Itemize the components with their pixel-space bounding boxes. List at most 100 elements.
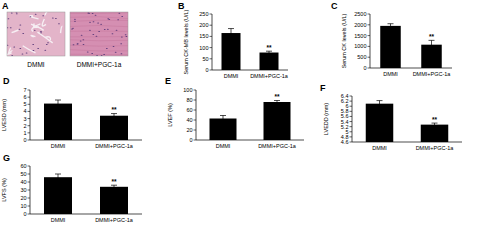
plot-area: [366, 101, 449, 142]
y-tick-label: 100: [199, 45, 208, 51]
nucleus: [95, 15, 97, 16]
error-line: [231, 29, 232, 38]
nucleus: [81, 35, 83, 36]
y-tick-label: 0: [23, 137, 26, 143]
nucleus: [46, 44, 48, 45]
nucleus: [34, 30, 36, 31]
y-tick-label: 500: [357, 54, 366, 60]
nucleus: [120, 43, 122, 44]
x-tick-label: DMMI: [216, 143, 231, 149]
y-axis: [30, 90, 31, 140]
fiber-line: [70, 12, 128, 14]
error-bar: [377, 101, 383, 107]
fiber-line: [70, 36, 128, 37]
error-cap: [388, 23, 394, 24]
y-tick-label: 4: [23, 108, 26, 114]
x-axis: [352, 142, 462, 143]
error-cap: [429, 40, 435, 41]
tissue-bg: [7, 12, 65, 56]
y-tick: [28, 90, 31, 91]
nucleus: [26, 52, 28, 53]
y-tick-label: 40: [20, 179, 26, 185]
y-tick: [350, 116, 353, 117]
nucleus: [58, 23, 60, 24]
histology-image: [70, 12, 128, 56]
nucleus: [35, 14, 37, 15]
image-label: DMMI: [27, 61, 45, 68]
fiber-line: [70, 54, 128, 56]
x-axis: [212, 70, 288, 71]
bar: [44, 177, 72, 214]
y-tick-label: 50: [202, 56, 208, 62]
nucleus: [126, 36, 128, 37]
fiber-gap: [42, 19, 46, 26]
fiber-line: [70, 39, 128, 41]
y-tick: [350, 121, 353, 122]
y-axis-label: Serum CK levels (U/L): [341, 13, 347, 68]
nucleus: [98, 31, 100, 32]
y-tick: [194, 120, 197, 121]
error-cap: [274, 100, 280, 101]
error-line: [223, 116, 224, 122]
plot-area: [380, 24, 442, 68]
y-tick: [350, 111, 353, 112]
x-tick-label: DMMI+PGC-1a: [416, 145, 455, 151]
y-tick: [28, 214, 31, 215]
nucleus: [108, 19, 110, 20]
y-tick: [28, 97, 31, 98]
error-line: [58, 100, 59, 107]
nucleus: [89, 22, 91, 23]
y-tick: [194, 90, 197, 91]
y-tick-label: 6.2: [341, 98, 349, 104]
y-tick: [350, 142, 353, 143]
fiber-line: [70, 45, 128, 47]
nucleus: [10, 27, 12, 28]
y-tick-label: 100: [183, 87, 192, 93]
bar: [100, 187, 128, 214]
significance-label: **: [432, 116, 438, 123]
y-tick: [28, 118, 31, 119]
x-tick-label: DMMI+PGC-1a: [95, 217, 134, 223]
y-tick: [28, 166, 31, 167]
nucleus: [8, 18, 10, 19]
bar: [366, 104, 394, 142]
fiber-gap: [61, 26, 63, 33]
nucleus: [87, 51, 89, 52]
y-axis: [352, 96, 353, 142]
y-axis-label: LVESD (mm): [1, 99, 7, 131]
nucleus: [115, 52, 117, 53]
x-tick-label: DMMI+PGC-1a: [258, 143, 297, 149]
y-tick: [194, 110, 197, 111]
y-tick: [210, 47, 213, 48]
y-axis: [212, 14, 213, 70]
y-tick-label: 0: [205, 67, 208, 73]
y-tick: [350, 136, 353, 137]
x-axis: [30, 140, 142, 141]
y-tick-label: 5.4: [341, 119, 349, 125]
x-tick-label: DMMI: [51, 143, 66, 149]
nucleus: [76, 44, 78, 45]
nucleus: [71, 29, 73, 30]
bar: [421, 125, 449, 142]
error-bar: [228, 29, 234, 38]
panel-letter: D: [3, 76, 10, 86]
panel-letter: B: [178, 1, 185, 11]
x-tick-label: DMMI: [383, 71, 398, 77]
nucleus: [13, 46, 15, 47]
significance-label: **: [111, 106, 117, 113]
y-tick-label: 150: [199, 33, 208, 39]
nucleus: [47, 42, 49, 43]
x-axis: [30, 214, 142, 215]
y-axis-label: LVEF (%): [167, 103, 173, 127]
y-tick: [28, 125, 31, 126]
bar: [222, 33, 241, 70]
y-tick: [28, 111, 31, 112]
y-tick-label: 30: [20, 187, 26, 193]
fiber-line: [70, 26, 128, 27]
nucleus: [74, 21, 76, 22]
y-tick: [350, 106, 353, 107]
x-axis: [370, 68, 452, 69]
fiber-gap: [38, 32, 53, 42]
y-tick: [194, 100, 197, 101]
x-tick-label: DMMI: [224, 73, 239, 79]
